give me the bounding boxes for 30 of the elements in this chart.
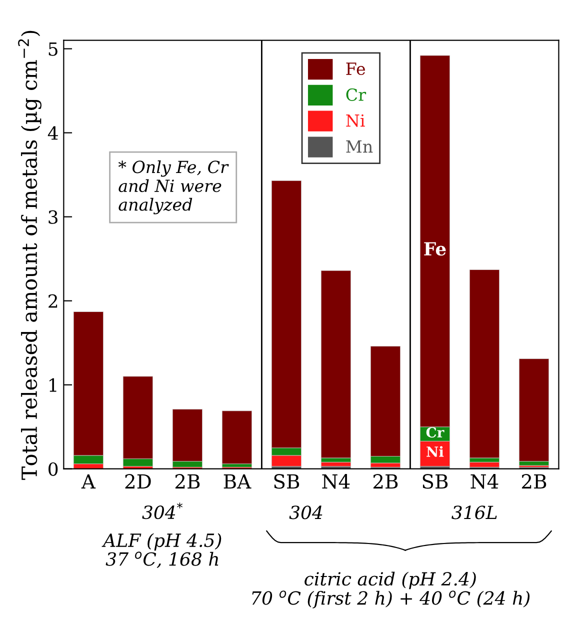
x-tick-label: 2B [373, 474, 398, 488]
text: 304$^{*}$ [142, 502, 183, 520]
annotation: Cr [426, 427, 444, 438]
y-tick-label: 1 [50, 378, 56, 392]
legend-label: Fe [346, 62, 366, 76]
legend-label: Cr [346, 88, 366, 101]
y-tick-label: 3 [48, 210, 58, 224]
legend-label: Mn [346, 140, 373, 153]
annotation: Ni [426, 446, 444, 457]
y-tick-label: 5 [48, 42, 58, 56]
x-tick-label: SB [422, 474, 448, 489]
legend-label: Ni [346, 114, 365, 127]
text: citric acid (pH 2.4) 70 $^{o}$C (first 2 h) + 40 $^{o}$C (24 h) [252, 572, 530, 608]
y-tick-label: 2 [48, 294, 58, 308]
text: ALF (pH 4.5) 37 $^{o}$C, 168 h [102, 533, 222, 568]
x-tick-label: SB [274, 474, 300, 489]
x-tick-label: A [81, 474, 96, 488]
x-tick-label: 2D [125, 474, 151, 488]
y-tick-label: 0 [48, 462, 58, 476]
y-axis-title: Total released amount of metals (µg cm$^{−2}$) [18, 30, 42, 480]
annotation: Fe [424, 242, 446, 256]
x-tick-label: N4 [322, 474, 350, 489]
y-tick-label: 4 [48, 126, 58, 140]
x-tick-label: 2B [522, 474, 546, 488]
x-tick-label: N4 [470, 474, 498, 489]
x-tick-label: BA [224, 474, 252, 488]
annotation: * Only Fe, Cr and Ni were analyzed [118, 160, 229, 214]
x-tick-label: 2B [175, 474, 200, 488]
text: 304 [289, 506, 322, 520]
text: 316L [452, 506, 497, 520]
